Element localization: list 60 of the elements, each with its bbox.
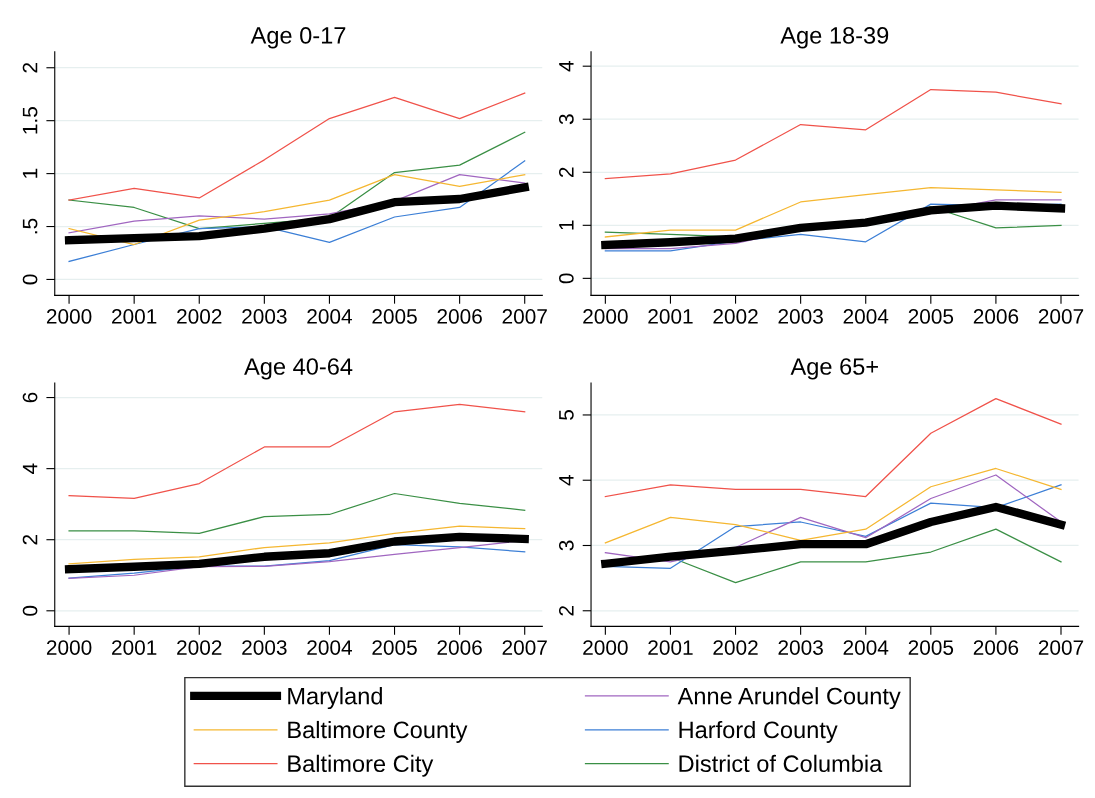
y-tick-label: 2 — [558, 606, 574, 616]
x-tick-label: 2002 — [177, 640, 222, 655]
x-tick-label: 2005 — [908, 309, 954, 324]
x-tick-label: 2001 — [112, 309, 157, 324]
y-tick-label: 6 — [22, 392, 38, 403]
x-tick-label: 2001 — [648, 309, 693, 324]
x-tick-label: 2003 — [778, 640, 823, 655]
x-tick-label: 2000 — [46, 640, 92, 655]
x-tick-label: 2002 — [713, 309, 758, 324]
x-tick-label: 2006 — [437, 309, 482, 324]
y-tick-label: 0 — [22, 274, 38, 285]
x-tick-label: 2002 — [713, 640, 758, 655]
y-tick-label: 3 — [558, 540, 574, 551]
y-tick-label: 1.5 — [22, 107, 38, 134]
x-tick-label: 2006 — [973, 309, 1019, 324]
x-tick-label: 2007 — [1038, 640, 1084, 655]
chart-title: Age 0-17 — [250, 27, 346, 49]
x-tick-label: 2001 — [112, 640, 157, 655]
x-tick-label: 2007 — [502, 309, 547, 324]
y-tick-label: 1 — [559, 220, 574, 230]
x-tick-label: 2004 — [843, 309, 889, 324]
y-tick-label: 2 — [558, 167, 574, 178]
x-tick-label: 2004 — [843, 640, 889, 655]
y-tick-label: 0 — [22, 605, 38, 616]
x-tick-label: 2006 — [437, 640, 482, 655]
y-tick-label: 4 — [559, 475, 574, 486]
legend-label: District of Columbia — [679, 754, 883, 773]
legend-label: Harford County — [679, 720, 838, 743]
chart-title: Age 40-64 — [244, 358, 353, 380]
legend-label: Anne Arundel County — [677, 687, 901, 710]
chart-title: Age 65+ — [790, 358, 878, 380]
y-tick-label: .5 — [22, 218, 38, 234]
y-tick-label: 4 — [22, 463, 38, 474]
x-tick-label: 2004 — [307, 309, 352, 324]
x-tick-label: 2005 — [908, 640, 954, 655]
x-tick-label: 2003 — [778, 309, 823, 324]
x-tick-label: 2003 — [242, 309, 287, 324]
x-tick-label: 2000 — [583, 640, 628, 655]
y-tick-label: 1 — [22, 168, 38, 178]
x-tick-label: 2005 — [372, 309, 417, 324]
x-tick-label: 2004 — [307, 640, 352, 655]
x-tick-label: 2000 — [583, 309, 628, 324]
y-tick-label: 4 — [559, 61, 574, 72]
legend-label: Baltimore County — [288, 720, 468, 743]
y-tick-label: 5 — [559, 410, 574, 420]
x-tick-label: 2002 — [177, 309, 222, 324]
x-tick-label: 2005 — [372, 640, 417, 655]
y-tick-label: 2 — [22, 63, 38, 73]
legend-label: Maryland — [288, 687, 382, 710]
x-tick-label: 2006 — [973, 640, 1019, 655]
y-tick-label: 3 — [558, 114, 574, 125]
y-tick-label: 0 — [558, 273, 574, 284]
y-tick-label: 2 — [22, 534, 38, 545]
x-tick-label: 2007 — [502, 640, 547, 655]
legend-label: Baltimore City — [288, 754, 434, 777]
x-tick-label: 2003 — [242, 640, 287, 655]
x-tick-label: 2001 — [648, 640, 693, 655]
chart-title: Age 18-39 — [780, 27, 889, 49]
x-tick-label: 2000 — [46, 309, 92, 324]
x-tick-label: 2007 — [1038, 309, 1084, 324]
